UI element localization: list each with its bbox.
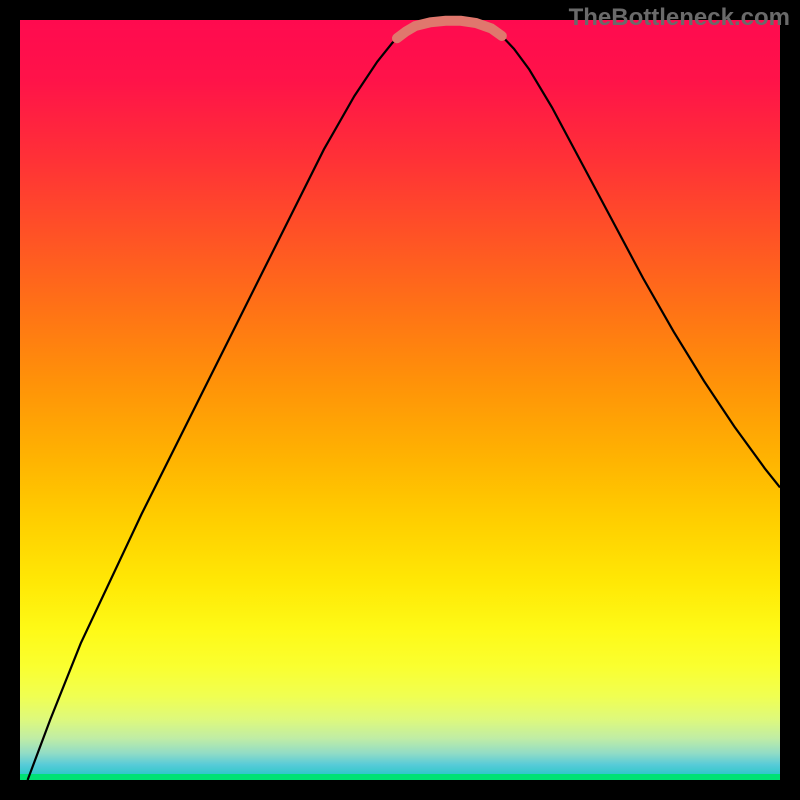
bottleneck-chart: TheBottleneck.com (0, 0, 800, 800)
chart-svg (0, 0, 800, 800)
watermark-text: TheBottleneck.com (569, 4, 790, 32)
chart-bottom-band (20, 774, 780, 780)
chart-background (20, 20, 780, 780)
